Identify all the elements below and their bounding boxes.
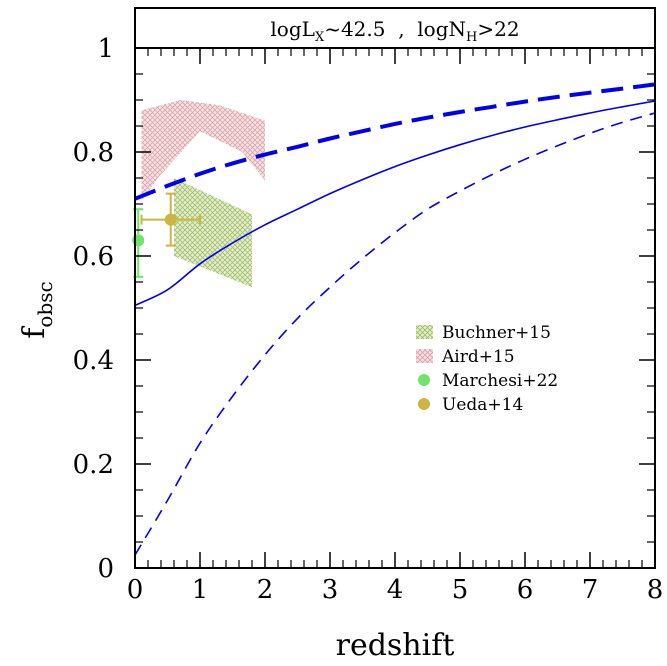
band-1 — [141, 100, 265, 202]
y-tick-label: 0.8 — [73, 138, 114, 168]
y-tick-label: 0.2 — [73, 450, 114, 480]
y-axis-label-sub: obsc — [33, 281, 57, 327]
legend-item-2: Marchesi+22 — [418, 371, 558, 391]
y-tick-label: 0.6 — [73, 242, 114, 272]
x-tick-label: 5 — [452, 575, 469, 605]
legend-label: Ueda+14 — [442, 395, 523, 415]
title-l-sub: X — [315, 30, 325, 45]
legend-item-3: Ueda+14 — [418, 395, 523, 415]
legend-label: Buchner+15 — [442, 323, 551, 343]
legend-item-0: Buchner+15 — [416, 323, 551, 343]
legend: Buchner+15 Aird+15 Marchesi+22 Ueda+14 — [416, 323, 558, 415]
x-tick-label: 3 — [322, 575, 339, 605]
legend-swatch — [416, 349, 433, 363]
point-marker — [164, 213, 177, 226]
curve-thick-dashed — [134, 82, 656, 201]
legend-item-1: Aird+15 — [416, 347, 515, 367]
title-bar: logLX~42.5 , logNH>22 — [134, 7, 656, 49]
axis-ticks: 0 1 2 3 4 5 6 7 8 0 0.2 0.4 0.6 0.8 1 — [73, 34, 664, 605]
plot-area — [132, 82, 656, 556]
x-tick-label: 2 — [257, 575, 274, 605]
chart-title: logLX~42.5 , logNH>22 — [270, 17, 519, 45]
title-l-tail: ~42.5 , logN — [324, 17, 466, 41]
x-tick-label: 8 — [647, 575, 664, 605]
y-axis-label-group: fobsc — [17, 281, 57, 338]
x-tick-label: 6 — [517, 575, 534, 605]
title-l-main: logL — [270, 17, 315, 41]
curve-thin-dashed — [134, 112, 656, 556]
data-point-1 — [140, 192, 201, 247]
y-tick-label: 1 — [97, 34, 114, 64]
x-axis-label: redshift — [336, 628, 455, 663]
title-n-sub: H — [466, 30, 477, 45]
legend-swatch — [416, 325, 433, 339]
band-0 — [174, 178, 252, 288]
x-tick-label: 0 — [127, 575, 144, 605]
curve-thin-solid — [134, 100, 656, 307]
y-axis-label-main: f — [17, 326, 52, 339]
x-tick-label: 4 — [387, 575, 404, 605]
legend-marker — [418, 374, 430, 386]
y-axis-label: fobsc — [17, 281, 57, 338]
y-tick-label: 0.4 — [73, 346, 114, 376]
y-tick-label: 0 — [97, 554, 114, 584]
x-tick-label: 1 — [192, 575, 209, 605]
legend-label: Marchesi+22 — [442, 371, 558, 391]
x-tick-label: 7 — [582, 575, 599, 605]
legend-label: Aird+15 — [441, 347, 515, 367]
title-n-tail: >22 — [477, 17, 519, 41]
legend-marker — [418, 398, 430, 410]
